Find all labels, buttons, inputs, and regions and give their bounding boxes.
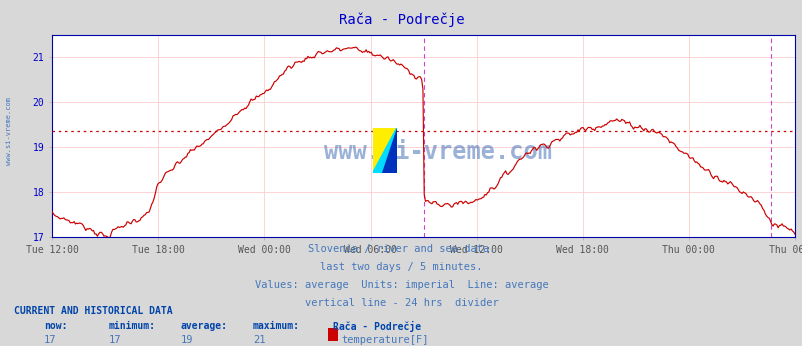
Polygon shape — [372, 128, 396, 173]
Text: average:: average: — [180, 321, 228, 331]
Text: www.si-vreme.com: www.si-vreme.com — [324, 140, 552, 164]
Text: maximum:: maximum: — [253, 321, 300, 331]
Text: 17: 17 — [44, 335, 57, 345]
Text: 17: 17 — [108, 335, 121, 345]
Text: Rača - Podrečje: Rača - Podrečje — [338, 12, 464, 27]
Text: Rača - Podrečje: Rača - Podrečje — [333, 321, 421, 332]
Text: www.si-vreme.com: www.si-vreme.com — [6, 98, 12, 165]
Text: now:: now: — [44, 321, 67, 331]
Text: temperature[F]: temperature[F] — [341, 335, 428, 345]
Polygon shape — [372, 128, 396, 173]
Text: CURRENT AND HISTORICAL DATA: CURRENT AND HISTORICAL DATA — [14, 306, 173, 316]
Text: Values: average  Units: imperial  Line: average: Values: average Units: imperial Line: av… — [254, 280, 548, 290]
Text: 19: 19 — [180, 335, 193, 345]
Text: minimum:: minimum: — [108, 321, 156, 331]
Polygon shape — [382, 128, 396, 173]
Text: last two days / 5 minutes.: last two days / 5 minutes. — [320, 262, 482, 272]
Text: 21: 21 — [253, 335, 265, 345]
Text: vertical line - 24 hrs  divider: vertical line - 24 hrs divider — [304, 298, 498, 308]
Text: Slovenia / river and sea data.: Slovenia / river and sea data. — [307, 244, 495, 254]
